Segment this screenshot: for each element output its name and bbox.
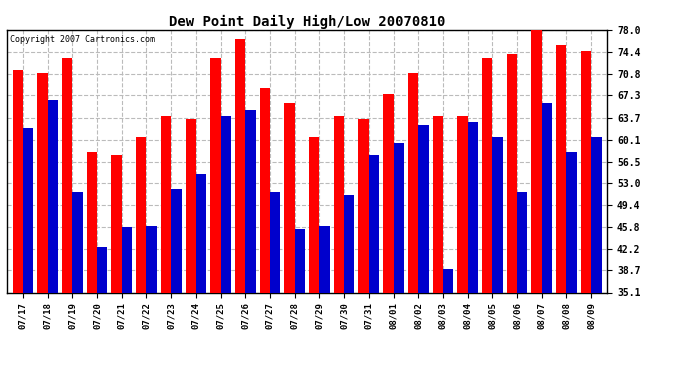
Bar: [369, 155, 380, 375]
Text: Copyright 2007 Cartronics.com: Copyright 2007 Cartronics.com: [10, 35, 155, 44]
Bar: [443, 268, 453, 375]
Bar: [309, 137, 319, 375]
Bar: [161, 116, 171, 375]
Bar: [221, 116, 231, 375]
Bar: [48, 100, 58, 375]
Bar: [171, 189, 181, 375]
Bar: [146, 226, 157, 375]
Bar: [482, 57, 493, 375]
Bar: [186, 119, 196, 375]
Bar: [581, 51, 591, 375]
Bar: [468, 122, 478, 375]
Bar: [196, 174, 206, 375]
Bar: [457, 116, 468, 375]
Bar: [319, 226, 330, 375]
Bar: [383, 94, 393, 375]
Bar: [210, 57, 221, 375]
Bar: [62, 57, 72, 375]
Bar: [259, 88, 270, 375]
Bar: [121, 227, 132, 375]
Bar: [358, 119, 369, 375]
Bar: [284, 104, 295, 375]
Bar: [23, 128, 33, 375]
Bar: [235, 39, 245, 375]
Bar: [72, 192, 83, 375]
Bar: [270, 192, 280, 375]
Title: Dew Point Daily High/Low 20070810: Dew Point Daily High/Low 20070810: [169, 15, 445, 29]
Bar: [111, 155, 121, 375]
Bar: [97, 247, 108, 375]
Bar: [334, 116, 344, 375]
Bar: [531, 30, 542, 375]
Bar: [418, 125, 428, 375]
Bar: [517, 192, 527, 375]
Bar: [591, 137, 602, 375]
Bar: [506, 54, 517, 375]
Bar: [556, 45, 566, 375]
Bar: [542, 104, 552, 375]
Bar: [566, 152, 577, 375]
Bar: [87, 152, 97, 375]
Bar: [37, 73, 48, 375]
Bar: [136, 137, 146, 375]
Bar: [295, 229, 305, 375]
Bar: [245, 110, 256, 375]
Bar: [493, 137, 503, 375]
Bar: [433, 116, 443, 375]
Bar: [408, 73, 418, 375]
Bar: [393, 143, 404, 375]
Bar: [12, 70, 23, 375]
Bar: [344, 195, 355, 375]
